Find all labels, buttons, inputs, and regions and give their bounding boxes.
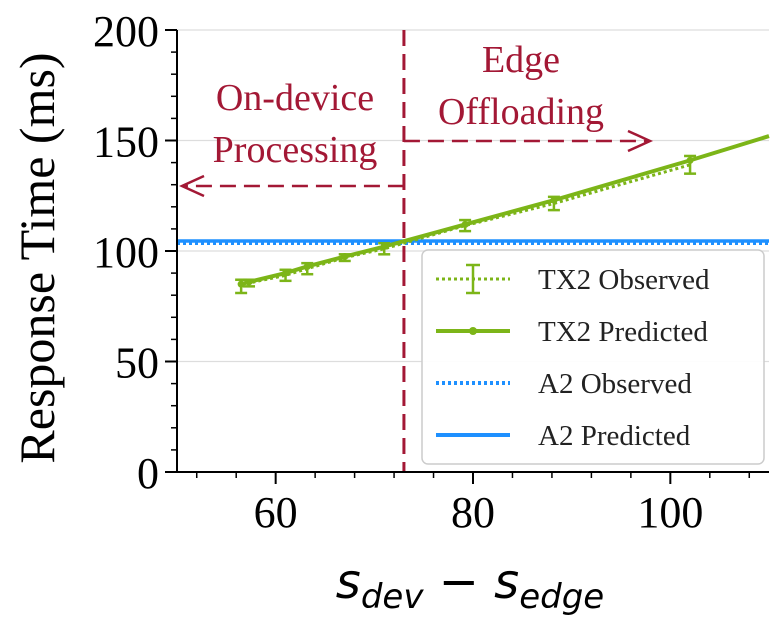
legend-box	[421, 249, 765, 465]
x-tick-label: 60	[254, 488, 298, 537]
tx2-observed-errorbar	[338, 253, 351, 263]
x-axis-title: sdev − sedge	[336, 554, 604, 617]
series-tx2-predicted-line	[240, 134, 770, 287]
tx2-observed-errorbar	[279, 268, 292, 283]
arrow-left-icon	[178, 174, 404, 198]
annotation-left-line2: Processing	[213, 129, 378, 171]
legend-label: TX2 Predicted	[538, 316, 708, 348]
y-tick-label: 0	[137, 449, 159, 498]
legend-item: TX2 Predicted	[436, 316, 708, 348]
legend-item: TX2 Observed	[436, 263, 710, 296]
tx2-observed-errorbar	[243, 278, 256, 288]
legend-label: A2 Predicted	[538, 420, 691, 452]
arrow-right-icon	[403, 129, 654, 153]
y-tick-label: 200	[93, 7, 159, 56]
annotation-right-line2: Offloading	[438, 91, 604, 133]
tx2-observed-errorbar	[301, 261, 314, 276]
legend-label: TX2 Observed	[538, 264, 710, 296]
tx2-observed-errorbar	[684, 154, 697, 175]
legend-label: A2 Observed	[538, 368, 692, 400]
tx2-observed-errorbar	[378, 242, 391, 256]
y-tick-label: 100	[93, 228, 159, 277]
tx2-observed-errorbar	[459, 218, 472, 233]
legend-item: A2 Observed	[436, 368, 692, 400]
annotation-right-line1: Edge	[482, 39, 560, 81]
tx2-observed-errorbar	[547, 195, 560, 212]
legend-item: A2 Predicted	[436, 420, 691, 452]
y-axis-title: Response Time (ms)	[9, 52, 65, 463]
x-tick-label: 80	[451, 488, 495, 537]
y-tick-label: 150	[93, 118, 159, 167]
x-tick-label: 100	[637, 488, 703, 537]
y-tick-label: 50	[115, 339, 159, 388]
annotation-left-line1: On-device	[216, 77, 374, 119]
